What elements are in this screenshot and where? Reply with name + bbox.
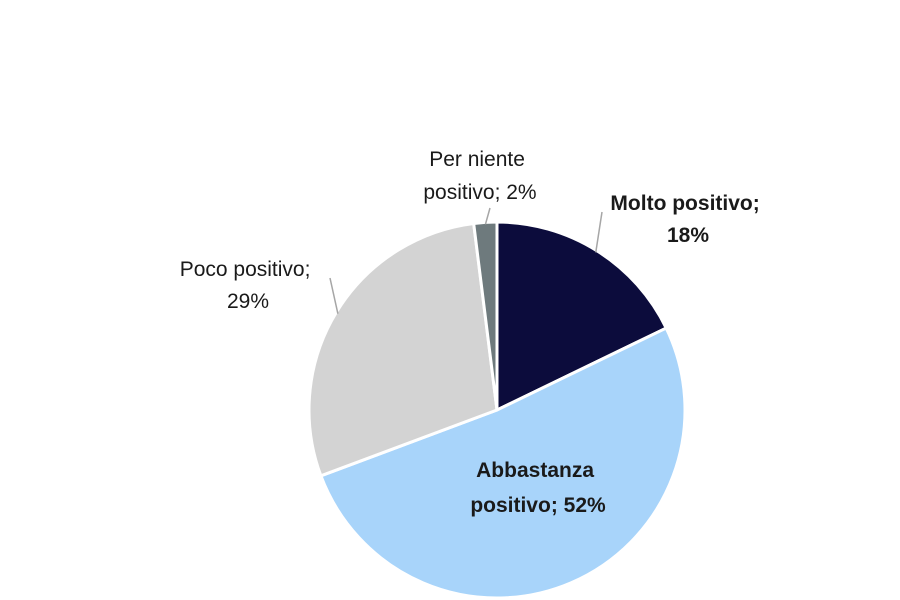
label-per-niente-positivo: Per niente positivo; 2%: [423, 148, 536, 204]
leader-line-molto-positivo: [595, 211, 603, 253]
leader-line-per-niente-positivo: [484, 207, 491, 225]
label-poco-positivo: Poco positivo; 29%: [180, 258, 317, 313]
label-abbastanza-positivo: Abbastanza positivo; 52%: [470, 459, 606, 517]
pie-slice-abbastanza-positivo: [319, 326, 687, 600]
leader-lines: [329, 207, 603, 314]
pie-slices: [307, 220, 687, 600]
pie-slice-poco-positivo: [307, 221, 499, 478]
pie-slice-molto-positivo: [495, 220, 668, 412]
label-molto-positivo: Molto positivo; 18%: [610, 192, 765, 247]
leader-line-poco-positivo: [329, 277, 339, 314]
